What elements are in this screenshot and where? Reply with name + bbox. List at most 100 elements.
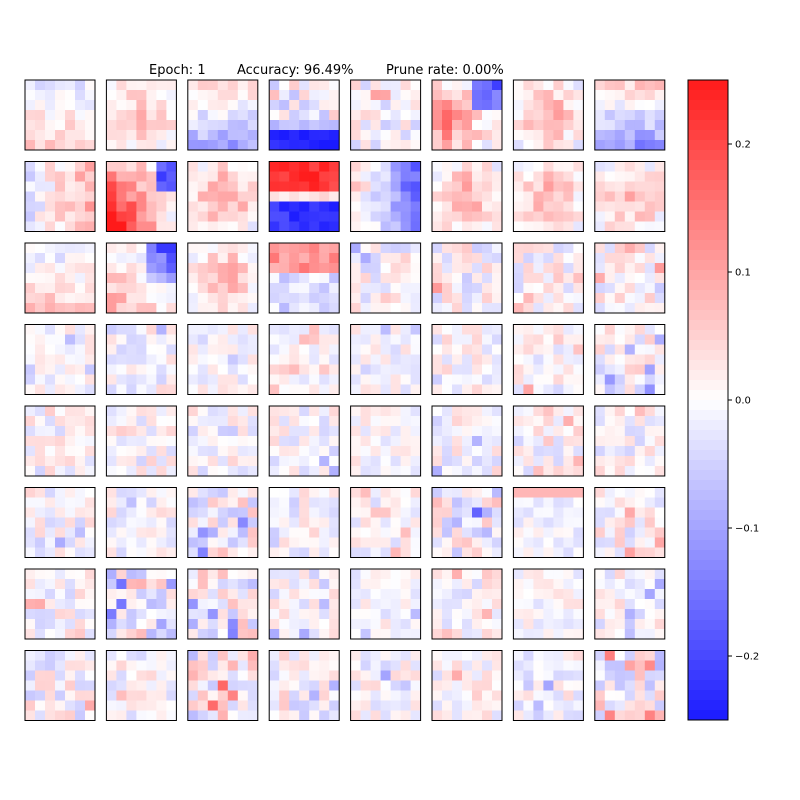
kernel-cell [634,130,646,141]
kernel-cell [360,221,371,232]
kernel-cell [116,670,127,681]
kernel-cell [350,324,361,335]
kernel-cell [187,344,199,355]
kernel-cell [65,436,76,447]
kernel-cell [55,579,66,590]
kernel-cell [187,690,199,701]
kernel-cell [116,569,127,580]
kernel-cell [156,211,167,222]
kernel-cell [553,181,564,192]
kernel-cell [350,344,361,355]
kernel-cell [452,547,463,558]
kernel-cell [410,263,421,274]
kernel-cell [197,680,209,691]
kernel-cell [136,344,147,355]
kernel-cell [390,629,401,640]
kernel-cell [197,100,209,111]
kernel-cell [614,670,626,681]
kernel-cell [156,517,167,528]
kernel-cell [563,273,574,284]
colorbar-segment [688,310,728,321]
kernel-cell [116,344,127,355]
kernel-cell [654,263,666,274]
kernel-cell [533,589,544,600]
kernel-cell [227,416,239,427]
kernel-cell [299,110,310,121]
kernel-cell [45,130,56,141]
kernel-cell [523,497,534,508]
kernel-cell [563,527,574,538]
kernel-cell [126,446,137,457]
kernel-cell [269,599,280,610]
kernel-cell [45,579,56,590]
kernel-cell [563,599,574,610]
kernel-cell [533,171,544,182]
kernel-cell [329,416,340,427]
kernel-cell [35,579,46,590]
kernel-cell [126,273,137,284]
kernel-cell [654,201,666,212]
kernel-cell [533,293,544,304]
kernel-cell [65,650,76,661]
kernel-cell [289,609,300,620]
kernel-cell [55,629,66,640]
kernel-cell [523,80,534,91]
kernel-cell [106,446,117,457]
kernel-cell [553,609,564,620]
kernel-cell [207,416,219,427]
kernel-frame [350,405,422,477]
kernel-cell [237,171,249,182]
kernel-frame [24,242,96,314]
kernel-cell [106,507,117,518]
kernel-cell [442,161,453,172]
kernel-cell [563,436,574,447]
kernel-cell [482,537,493,548]
kernel-cell [166,293,177,304]
kernel-cell [644,569,656,580]
kernel-cell [75,710,86,721]
kernel-cell [614,80,626,91]
kernel-cell [533,374,544,385]
kernel-cell [523,660,534,671]
kernel-cell [136,90,147,101]
kernel-cell [573,589,584,600]
kernel-cell [85,629,96,640]
kernel-cell [604,253,616,264]
kernel-cell [492,599,503,610]
kernel-cell [594,527,606,538]
kernel-cell [35,537,46,548]
kernel-cell [350,690,361,701]
kernel-cell [136,569,147,580]
kernel-cell [634,670,646,681]
kernel-cell [644,253,656,264]
kernel-cell [472,181,483,192]
kernel-cell [614,426,626,437]
kernel-cell [370,80,381,91]
kernel-cell [45,487,56,498]
kernel-cell [370,110,381,121]
kernel-cell [55,650,66,661]
kernel-12 [350,161,422,232]
kernel-cell [614,406,626,417]
kernel-cell [533,436,544,447]
kernel-cell [350,710,361,721]
kernel-cell [116,416,127,427]
kernel-cell [442,426,453,437]
kernel-cell [513,171,524,182]
kernel-cell [634,426,646,437]
kernel-cell [106,547,117,558]
kernel-cell [75,283,86,294]
kernel-frame [350,161,422,232]
kernel-cell [513,619,524,630]
kernel-cell [116,537,127,548]
kernel-cell [85,416,96,427]
kernel-cell [35,710,46,721]
kernel-cell [513,416,524,427]
kernel-cell [472,140,483,151]
kernel-cell [309,90,320,101]
kernel-cell [75,599,86,610]
kernel-cell [329,517,340,528]
kernel-cell [594,547,606,558]
kernel-cell [360,191,371,202]
kernel-cell [462,283,473,294]
